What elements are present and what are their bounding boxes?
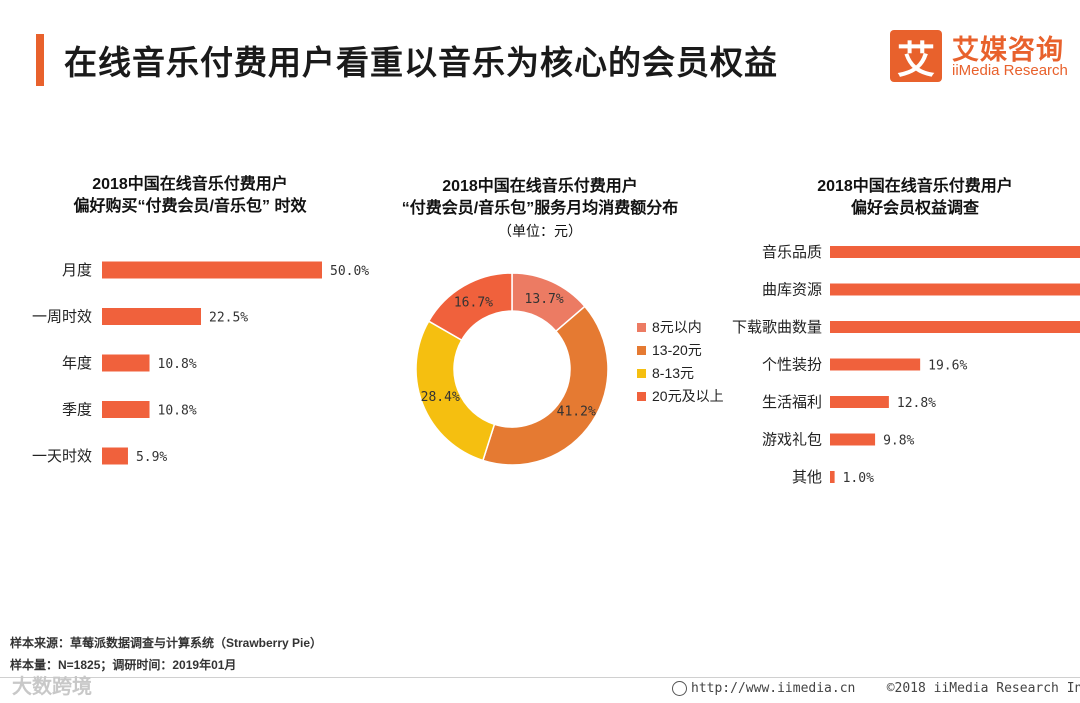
footer-copyright: ©2018 iiMedia Research Inc (886, 681, 1080, 696)
footer-divider (0, 677, 1080, 678)
globe-icon (672, 681, 687, 696)
chart3-benefit-bar-chart: 音乐品质67.7%曲库资源61.8%下载歌曲数量59.8%个性装扮19.6%生活… (732, 244, 1080, 486)
chart3-category-label: 个性装扮 (762, 357, 822, 374)
watermark-text: 大数跨境 (12, 676, 92, 698)
chart3-bar (830, 396, 889, 408)
chart3-category-label: 游戏礼包 (762, 432, 822, 449)
chart1-duration-bar-chart: 月度 50.0% 一周时效 22.5% 年度 10.8% 季度 10.8% 一天时效 5.9% (32, 261, 369, 465)
chart2-legend-label: 8-13元 (652, 365, 694, 381)
chart2-slice (427, 272, 513, 342)
chart1-title-line2: 偏好购买“付费会员/音乐包” 时效 (73, 198, 307, 215)
chart1-category-label: 一天时效 (32, 448, 92, 465)
chart3-value-label: 9.8% (883, 434, 914, 449)
chart2-slice-label: 41.2% (557, 404, 596, 419)
chart3-title-line2: 偏好会员权益调查 (850, 200, 979, 217)
footer-source: 样本来源：草莓派数据调查与计算系统（Strawberry Pie） (10, 636, 323, 650)
chart3-category-label: 生活福利 (762, 394, 822, 411)
chart1-category-label: 月度 (62, 262, 92, 279)
chart2-title: 2018中国在线音乐付费用户 “付费会员/音乐包”服务月均消费额分布 （单位：元… (360, 176, 720, 242)
chart2-legend-label: 20元及以上 (652, 388, 724, 404)
chart1-title: 2018中国在线音乐付费用户 偏好购买“付费会员/音乐包” 时效 (20, 174, 360, 218)
footer-url[interactable]: http://www.iimedia.cn (691, 681, 856, 696)
brand-logo-icon: 艾 (890, 30, 942, 82)
brand-name-cn: 艾媒咨询 (952, 35, 1064, 65)
chart3-category-label: 下载歌曲数量 (732, 319, 822, 336)
chart1-category-label: 季度 (62, 402, 92, 419)
chart1-bar (102, 354, 150, 372)
chart1-title-line1: 2018中国在线音乐付费用户 (92, 176, 288, 193)
chart1-value-label: 22.5% (209, 311, 248, 326)
chart2-slice-label: 28.4% (421, 390, 460, 405)
chart1-value-label: 10.8% (158, 357, 197, 372)
chart2-title-line1: 2018中国在线音乐付费用户 (442, 178, 638, 195)
chart3-title: 2018中国在线音乐付费用户 偏好会员权益调查 (760, 176, 1070, 220)
chart2-legend-label: 13-20元 (652, 342, 702, 358)
chart3-category-label: 曲库资源 (762, 282, 822, 299)
footer-site-row: http://www.iimedia.cn ©2018 iiMedia Rese… (672, 681, 1080, 696)
chart2-slice-label: 13.7% (525, 292, 564, 307)
chart1-value-label: 5.9% (136, 450, 167, 465)
chart1-bar (102, 447, 128, 465)
chart2-title-line2: “付费会员/音乐包”服务月均消费额分布 (401, 200, 679, 217)
chart2-legend-swatch (637, 369, 646, 378)
chart3-bar (830, 283, 1080, 296)
chart3-title-line1: 2018中国在线音乐付费用户 (817, 178, 1013, 195)
chart2-unit-note: （单位：元） (498, 223, 582, 239)
chart3-bar (830, 433, 876, 446)
brand-name-en: iiMedia Research (952, 62, 1068, 79)
title-accent-bar (36, 34, 44, 86)
chart3-bar (830, 358, 921, 371)
chart3-category-label: 音乐品质 (762, 244, 822, 261)
chart1-category-label: 年度 (62, 355, 92, 372)
chart1-category-label: 一周时效 (32, 309, 92, 326)
chart1-value-label: 50.0% (330, 264, 369, 279)
chart3-value-label: 1.0% (843, 471, 874, 486)
chart3-bar (830, 471, 835, 483)
chart2-legend-label: 8元以内 (652, 319, 702, 335)
chart3-value-label: 12.8% (897, 396, 936, 411)
page-title: 在线音乐付费用户看重以音乐为核心的会员权益 (64, 44, 778, 81)
chart1-value-label: 10.8% (158, 404, 197, 419)
footer-sample: 样本量：N=1825；调研时间：2019年01月 (10, 658, 237, 672)
chart2-spend-donut-chart: 13.7% 41.2% 28.4% 16.7% 8元以内 13-20元 8-13元 20元及以… (415, 272, 724, 466)
chart1-bar (102, 308, 201, 325)
chart1-bar (102, 401, 150, 418)
chart2-slice-label: 16.7% (454, 295, 493, 310)
chart3-bar (830, 246, 1080, 258)
chart2-legend-swatch (637, 346, 646, 355)
chart2-legend-swatch (637, 323, 646, 332)
chart3-bar (830, 321, 1080, 333)
chart2-legend-swatch (637, 392, 646, 401)
chart2-slice (481, 305, 609, 466)
chart3-category-label: 其他 (792, 469, 822, 486)
chart3-value-label: 19.6% (928, 359, 967, 374)
chart1-bar (102, 261, 322, 279)
